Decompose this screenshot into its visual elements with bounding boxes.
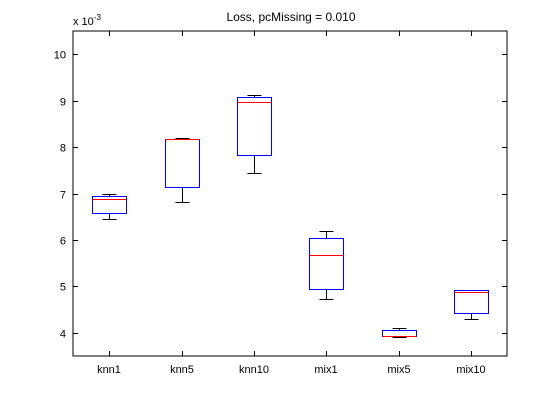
axes-box: [72, 30, 508, 357]
box-knn5: [165, 139, 200, 188]
x-tick-label: knn10: [239, 364, 269, 376]
x-tick-label: mix10: [456, 364, 485, 376]
y-exponent-power: -3: [94, 13, 102, 22]
y-tick-label: 4: [60, 329, 66, 341]
box-mix5: [382, 330, 417, 337]
plot-area: 4 5 6 7 8 9 10 knn1 knn5 knn10 mix1 mix5 mix10: [54, 31, 507, 376]
y-tick-label: 10: [54, 50, 66, 62]
y-tick-label: 5: [60, 282, 66, 294]
box-mix10: [454, 290, 489, 314]
y-tick-label: 6: [60, 236, 66, 248]
y-exponent-base: x 10: [73, 16, 94, 28]
y-exponent-label: x 10-3: [73, 13, 101, 28]
box-knn10: [237, 97, 272, 156]
x-tick-label: mix5: [387, 364, 410, 376]
x-tick-label: knn5: [170, 364, 194, 376]
box-mix1: [309, 238, 344, 290]
x-tick-label: mix1: [314, 364, 337, 376]
y-tick-label: 9: [60, 97, 66, 109]
y-tick-label: 7: [60, 190, 66, 202]
y-tick-label: 8: [60, 143, 66, 155]
x-tick-label: knn1: [97, 364, 121, 376]
box-knn1: [92, 196, 127, 214]
chart-title: Loss, pcMissing = 0.010: [226, 10, 355, 24]
